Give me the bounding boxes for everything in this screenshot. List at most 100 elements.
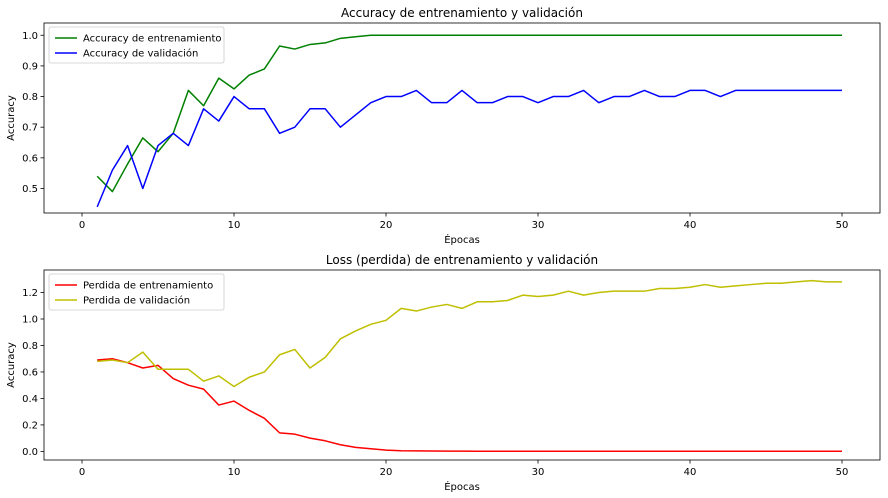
y-tick-label: 0.0 [22, 447, 38, 458]
data-point [765, 282, 767, 284]
data-point [795, 89, 797, 91]
data-point [248, 409, 250, 411]
y-tick-label: 1.0 [22, 31, 38, 42]
data-point [735, 89, 737, 91]
data-point [598, 450, 600, 452]
data-point [795, 281, 797, 283]
data-point [628, 290, 630, 292]
data-point [431, 34, 433, 36]
data-point [704, 89, 706, 91]
data-point [355, 330, 357, 332]
data-point [294, 348, 296, 350]
data-point [263, 68, 265, 70]
data-point [613, 96, 615, 98]
data-point [659, 450, 661, 452]
data-point [507, 450, 509, 452]
data-point [674, 96, 676, 98]
data-point [567, 96, 569, 98]
data-point [659, 288, 661, 290]
data-point [750, 89, 752, 91]
data-point [826, 450, 828, 452]
data-point [294, 433, 296, 435]
data-point [461, 307, 463, 309]
data-point [674, 34, 676, 36]
data-point [659, 96, 661, 98]
y-tick-label: 0.4 [22, 394, 38, 405]
data-point [142, 187, 144, 189]
data-point [811, 280, 813, 282]
data-point [339, 126, 341, 128]
x-tick-label: 10 [228, 220, 241, 231]
legend: Perdida de entrenamiento Perdida de valid… [48, 273, 225, 311]
x-tick-label: 10 [228, 467, 241, 478]
data-point [735, 450, 737, 452]
data-point [233, 386, 235, 388]
data-point [157, 151, 159, 153]
series-line-2 [97, 279, 842, 388]
data-point [324, 356, 326, 358]
data-point [111, 359, 113, 361]
data-point [507, 96, 509, 98]
data-point [415, 34, 417, 36]
x-tick-label: 30 [532, 220, 545, 231]
x-tick-label: 50 [836, 467, 849, 478]
legend: Accuracy de entrenamiento Accuracy de val… [48, 26, 225, 64]
data-point [187, 384, 189, 386]
data-point [355, 446, 357, 448]
data-point [263, 108, 265, 110]
x-tick-label: 30 [532, 467, 545, 478]
data-point [507, 299, 509, 301]
y-tick-label: 0.2 [22, 420, 38, 431]
series-line-2 [96, 89, 842, 208]
data-point [674, 450, 676, 452]
data-point [491, 102, 493, 104]
data-point [537, 295, 539, 297]
legend-label: Accuracy de validación [83, 48, 198, 60]
data-point [613, 34, 615, 36]
data-point [431, 450, 433, 452]
chart-title: Loss (perdida) de entrenamiento y valida… [326, 253, 598, 267]
data-point [643, 89, 645, 91]
legend-label: Accuracy de entrenamiento [83, 34, 221, 45]
data-point [583, 294, 585, 296]
data-point [750, 284, 752, 286]
data-point [552, 450, 554, 452]
data-point [765, 89, 767, 91]
data-point [522, 450, 524, 452]
data-point [735, 285, 737, 287]
data-point [507, 34, 509, 36]
series-points-2 [96, 89, 843, 207]
data-point [385, 34, 387, 36]
data-point [811, 89, 813, 91]
x-axis-label: Épocas [444, 233, 480, 246]
data-point [157, 368, 159, 370]
data-point [385, 96, 387, 98]
data-point [96, 206, 98, 208]
legend-label: Perdida de validación [83, 295, 190, 307]
y-tick-label: 1.2 [22, 288, 38, 299]
data-point [841, 34, 843, 36]
data-point [263, 371, 265, 373]
data-point [735, 34, 737, 36]
data-point [400, 307, 402, 309]
data-point [780, 34, 782, 36]
data-point [704, 450, 706, 452]
y-tick-label: 0.6 [22, 153, 38, 164]
x-tick-label: 20 [380, 220, 393, 231]
data-point [157, 145, 159, 147]
data-point [719, 96, 721, 98]
data-point [96, 175, 98, 177]
y-tick-label: 0.6 [22, 367, 38, 378]
data-point [811, 34, 813, 36]
data-point [385, 319, 387, 321]
data-point [765, 34, 767, 36]
y-axis-label: Accuracy [6, 342, 17, 388]
plot-frame [43, 269, 881, 461]
data-point [659, 34, 661, 36]
data-point [370, 323, 372, 325]
data-point [400, 34, 402, 36]
data-point [203, 105, 205, 107]
data-point [127, 163, 129, 165]
data-point [476, 301, 478, 303]
data-point [309, 367, 311, 369]
